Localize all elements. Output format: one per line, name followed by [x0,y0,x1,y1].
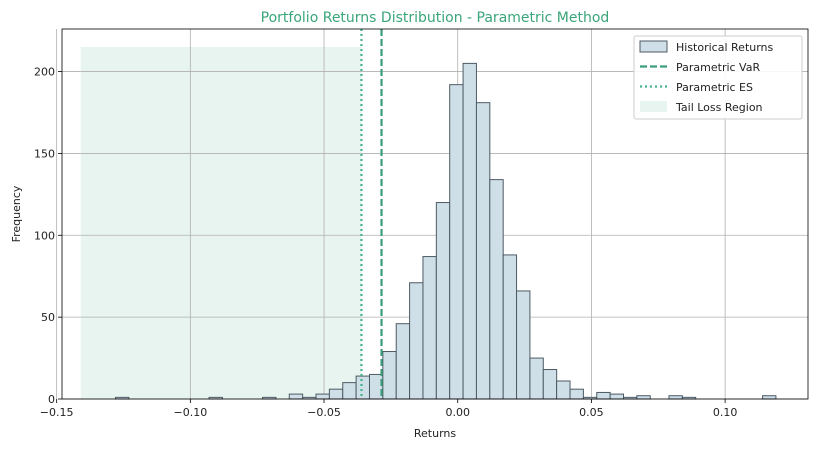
histogram-bar [462,62,477,400]
plot-frame [61,28,809,400]
x-tick-label: −0.15 [40,406,74,419]
y-tick-label: 200 [34,66,55,79]
y-tick-label: 100 [34,229,55,242]
legend-label-historical-returns: Historical Returns [676,41,774,54]
histogram-bar [636,395,651,400]
x-tick-label: −0.05 [307,406,341,419]
histogram-bar [435,202,451,400]
histogram-bar [328,388,344,400]
histogram-bar [355,375,370,400]
tail-loss-region [80,47,362,399]
histogram-bar [762,395,777,400]
histogram-bar [395,323,411,400]
histogram-bar [529,357,544,400]
legend-label-parametric-var: Parametric VaR [676,61,760,74]
legend-box [633,35,803,120]
histogram-bar [489,179,504,400]
histogram-bar [502,254,518,400]
x-axis-label: Returns [414,427,457,440]
histogram-bar [609,393,625,400]
histogram-bar [409,282,424,400]
histogram-bar [382,351,397,400]
histogram-bar [475,102,491,400]
histogram-bar [315,393,330,400]
histogram-bar [422,256,437,400]
x-tick-label: 0.05 [579,406,604,419]
x-tick-label: 0.10 [713,406,738,419]
histogram-bar [569,388,584,400]
legend-label-parametric-es: Parametric ES [676,81,753,94]
histogram-bar [556,380,571,400]
histogram-bar [449,84,464,400]
legend: Historical Returns Parametric VaR Parame… [633,35,803,120]
histogram-bar [542,369,558,400]
legend-swatch-tail-loss-region [640,101,667,112]
y-tick-label: 150 [34,147,55,160]
x-tick-label: −0.10 [173,406,207,419]
histogram-bar [596,391,611,400]
y-tick-label: 0 [48,393,55,406]
legend-swatch-historical-returns [639,40,668,53]
histogram-bar [342,382,357,400]
histogram-bar [288,393,304,400]
x-tick-label: 0.00 [445,406,470,419]
y-axis-label: Frequency [10,185,23,242]
chart-title: Portfolio Returns Distribution - Paramet… [261,10,610,26]
histogram-bar [516,290,531,400]
histogram-bar [668,395,683,400]
y-tick-label: 50 [41,311,55,324]
legend-label-tail-loss-region: Tail Loss Region [675,101,763,114]
